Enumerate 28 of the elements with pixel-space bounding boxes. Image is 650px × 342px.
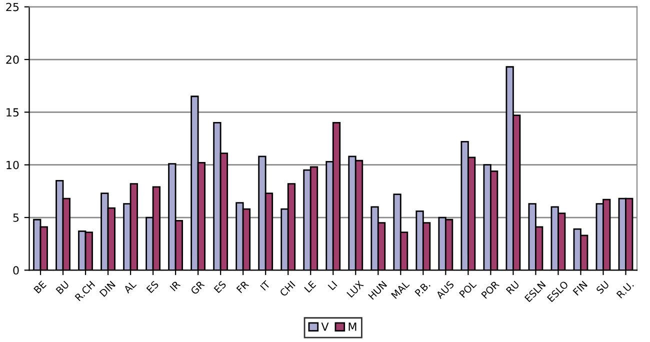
x-tick-label: LE bbox=[304, 280, 316, 293]
y-tick-label: 10 bbox=[6, 160, 19, 170]
x-tick-label: CHI bbox=[279, 280, 296, 297]
x-tick-label: RU bbox=[506, 280, 520, 294]
x-tick-label: R.U. bbox=[616, 280, 634, 298]
x-tick-label: FR bbox=[236, 280, 250, 294]
legend-label: M bbox=[348, 322, 356, 331]
x-tick-label: ES bbox=[146, 280, 160, 294]
x-tick-label: LI bbox=[328, 280, 338, 290]
x-tick-label: IT bbox=[260, 280, 271, 291]
y-tick-label: 20 bbox=[6, 55, 19, 64]
y-tick-label: 5 bbox=[13, 214, 19, 222]
x-tick-label: BE bbox=[34, 280, 46, 294]
x-tick-label: AL bbox=[123, 280, 137, 294]
x-tick-label: MAL bbox=[390, 280, 410, 299]
x-tick-label: ES bbox=[214, 280, 227, 294]
x-tick-label: BU bbox=[56, 280, 70, 294]
y-tick-label: 15 bbox=[6, 108, 19, 117]
y-tick-label: 0 bbox=[13, 266, 19, 275]
x-tick-label: P.B. bbox=[414, 280, 430, 297]
legend-label: V bbox=[321, 322, 329, 331]
x-tick-label: DIN bbox=[99, 280, 116, 297]
x-tick-label: GR bbox=[190, 280, 205, 295]
x-tick-label: FIN bbox=[572, 280, 588, 296]
x-tick-label: POL bbox=[458, 280, 477, 298]
x-tick-label: SU bbox=[596, 280, 610, 294]
y-tick-label: 25 bbox=[6, 2, 19, 12]
x-tick-label: IR bbox=[170, 280, 181, 292]
